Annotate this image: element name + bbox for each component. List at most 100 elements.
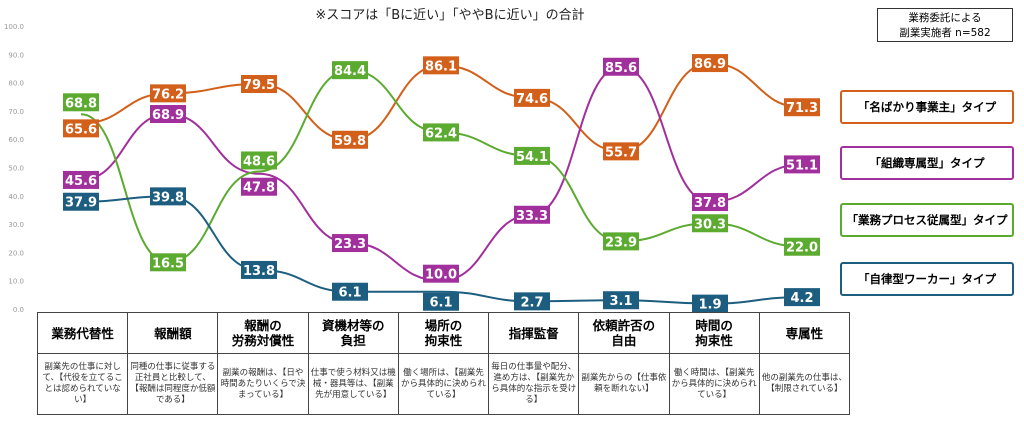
data-label-text: 62.4: [425, 126, 457, 141]
data-label: 33.3: [514, 205, 550, 224]
data-point: [63, 170, 99, 189]
category-table: 業務代替性 報酬額 報酬の 労務対償性 資機材等の 負担 場所の 拘束性 指揮監督 依頼許否の 自由…: [36, 312, 851, 415]
data-label: 47.8: [241, 177, 277, 196]
category-description: 同種の仕事に従事する正社員と比較して、【報酬は同程度か低額である】: [127, 353, 219, 415]
data-label: 22.0: [784, 237, 820, 256]
data-label: 3.1: [603, 291, 639, 310]
data-label: 71.3: [784, 98, 820, 117]
y-tick-label: 70.0: [8, 108, 24, 116]
category-header: 専属性: [758, 312, 851, 354]
category-header: 報酬額: [127, 312, 219, 354]
data-label-text: 86.1: [425, 59, 457, 74]
data-label: 6.1: [423, 292, 459, 311]
data-label: 39.8: [150, 187, 186, 206]
data-label-text: 6.1: [429, 296, 452, 311]
data-point: [332, 282, 368, 301]
data-label: 1.9: [692, 294, 728, 313]
data-point: [150, 105, 186, 124]
legend-item: 「名ばかり事業主」タイプ: [840, 90, 1014, 124]
y-tick-label: 10.0: [8, 278, 24, 286]
data-label-text: 13.8: [243, 264, 275, 279]
data-label-text: 85.6: [605, 61, 637, 76]
category-description: 働く時間は、【副業先から具体的に決められている】: [668, 353, 760, 415]
data-point: [241, 75, 277, 94]
data-label-text: 33.3: [516, 209, 548, 224]
y-tick-label: 50.0: [8, 165, 24, 173]
y-tick-label: 30.0: [8, 221, 24, 229]
data-label: 55.7: [603, 142, 639, 161]
data-point: [332, 234, 368, 253]
category-header: 指揮監督: [488, 312, 580, 354]
data-label: 59.8: [332, 130, 368, 149]
sample-note-line1: 業務委託による: [908, 12, 982, 24]
data-point: [514, 146, 550, 165]
data-label-text: 37.9: [65, 196, 97, 211]
y-tick-label: 20.0: [8, 249, 24, 257]
category-header: 場所の 拘束性: [397, 312, 490, 354]
category-header: 依頼許否の 自由: [578, 312, 670, 354]
data-point: [514, 205, 550, 224]
data-point: [241, 260, 277, 279]
data-point: [423, 292, 459, 311]
category-description: 仕事で使う材料又は機械・器具等は、【副業先が用意している】: [307, 353, 399, 415]
legend-item: 「組織専属型」タイプ: [840, 146, 1014, 180]
data-label: 86.9: [692, 54, 728, 73]
y-tick-label: 40.0: [8, 193, 24, 201]
y-tick-label: 90.0: [8, 51, 24, 59]
data-point: [241, 151, 277, 170]
data-label-text: 10.0: [425, 268, 457, 283]
legend-item: 「業務プロセス従属型」タイプ: [840, 203, 1014, 237]
data-point: [603, 142, 639, 161]
data-label-text: 45.6: [65, 174, 97, 189]
data-label: 6.1: [332, 282, 368, 301]
category-header: 時間の 拘束性: [668, 312, 760, 354]
data-point: [692, 294, 728, 313]
data-label-text: 68.9: [152, 108, 184, 123]
data-label-text: 23.3: [334, 237, 366, 252]
data-point: [423, 123, 459, 142]
data-label: 10.0: [423, 264, 459, 283]
data-label-text: 86.9: [694, 57, 726, 72]
data-label-text: 16.5: [152, 256, 184, 271]
data-label-text: 54.1: [516, 150, 548, 165]
data-point: [784, 288, 820, 307]
data-point: [150, 187, 186, 206]
data-label: 2.7: [514, 292, 550, 311]
data-label: 13.8: [241, 260, 277, 279]
sample-note: 業務委託による 副業実施者 n=582: [877, 8, 1013, 42]
data-label: 30.3: [692, 214, 728, 233]
y-tick-label: 100.0: [4, 23, 24, 31]
category-description: 副業先からの【仕事依頼を断れない】: [578, 353, 670, 415]
data-point: [784, 155, 820, 174]
data-label-text: 74.6: [516, 92, 548, 107]
category-description: 働く場所は、【副業先から具体的に決められている】: [397, 353, 490, 415]
data-point: [423, 56, 459, 75]
data-label: 4.2: [784, 288, 820, 307]
data-point: [603, 57, 639, 76]
data-point: [150, 253, 186, 272]
data-label: 79.5: [241, 75, 277, 94]
data-label-text: 3.1: [609, 294, 632, 309]
data-label: 62.4: [423, 123, 459, 141]
data-label: 76.2: [150, 84, 186, 103]
data-label-text: 79.5: [243, 78, 275, 93]
data-point: [241, 177, 277, 196]
series-line: [80, 65, 803, 282]
data-label: 48.6: [241, 151, 277, 170]
data-label: 37.9: [63, 192, 99, 211]
category-description: 副業の報酬は、【日や時間あたりいくらで決まっている】: [217, 353, 309, 415]
data-label-text: 48.6: [243, 154, 275, 169]
data-label: 45.6: [63, 170, 99, 189]
category-header: 業務代替性: [36, 312, 129, 354]
data-label-text: 6.1: [338, 286, 361, 301]
data-label: 84.4: [332, 61, 368, 79]
data-point: [514, 292, 550, 311]
data-point: [63, 119, 99, 138]
data-point: [63, 192, 99, 211]
series-line: [80, 195, 803, 305]
data-point: [603, 291, 639, 310]
data-label-text: 2.7: [520, 295, 543, 310]
data-label-text: 1.9: [698, 298, 721, 313]
data-point: [332, 61, 368, 80]
data-point: [784, 237, 820, 256]
